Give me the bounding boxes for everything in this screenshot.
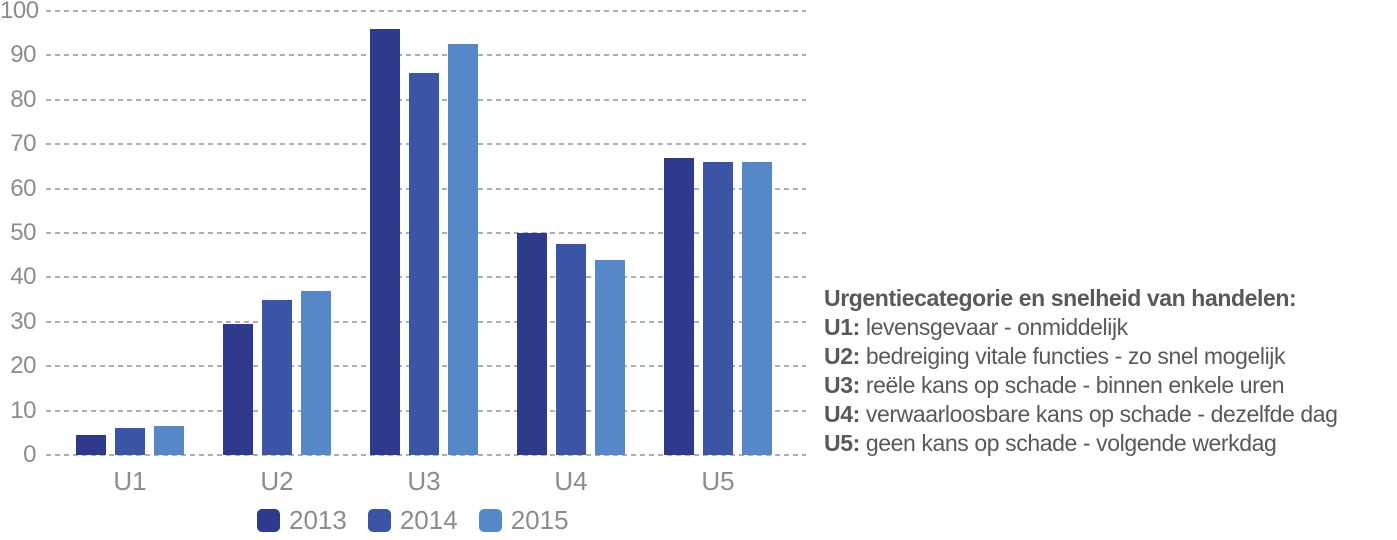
- gridline-0: [46, 454, 806, 456]
- annotation-text: reële kans op schade - binnen enkele ure…: [865, 372, 1285, 398]
- y-tick-80: 80: [10, 85, 36, 113]
- bar-2015-U5: [742, 161, 772, 455]
- annotation-prefix: U4:: [824, 401, 866, 427]
- annotation-line-u1: U1: levensgevaar - onmiddelijk: [824, 313, 1397, 342]
- bar-2013-U1: [76, 435, 106, 455]
- y-tick-10: 10: [10, 396, 36, 424]
- legend-swatch-2015: [478, 509, 502, 532]
- bar-2013-U4: [517, 233, 547, 455]
- annotation-panel: Urgentiecategorie en snelheid van handel…: [824, 284, 1397, 458]
- annotation-text: geen kans op schade - volgende werkdag: [865, 430, 1277, 456]
- legend-label-2013: 2013: [289, 505, 347, 535]
- annotation-text: bedreiging vitale functies - zo snel mog…: [865, 343, 1286, 369]
- y-tick-0: 0: [23, 441, 36, 468]
- bar-2015-U1: [154, 426, 184, 455]
- y-tick-30: 30: [10, 307, 36, 335]
- legend-item-2015: 2015: [478, 505, 569, 536]
- bar-2014-U1: [115, 428, 145, 455]
- bar-2013-U3: [370, 28, 400, 455]
- y-tick-40: 40: [10, 263, 36, 291]
- annotation-text: levensgevaar - onmiddelijk: [865, 314, 1128, 340]
- legend-item-2014: 2014: [367, 505, 458, 536]
- gridline-100: [46, 10, 806, 12]
- x-tick-U4: U4: [554, 466, 588, 496]
- y-tick-100: 100: [0, 0, 39, 24]
- x-tick-U2: U2: [260, 466, 294, 496]
- bar-2013-U5: [664, 157, 694, 455]
- annotation-prefix: U5:: [824, 430, 866, 456]
- x-tick-U5: U5: [701, 466, 735, 496]
- annotation-title: Urgentiecategorie en snelheid van handel…: [824, 285, 1297, 311]
- annotation-line-u4: U4: verwaarloosbare kans op schade - dez…: [824, 400, 1397, 429]
- legend: 2013 2014 2015: [257, 505, 569, 536]
- plot-area: 0 10 20 30 40 50 60 70 80 90 100 U1 U2 U3 U4 U5: [0, 0, 806, 496]
- annotation-prefix: U1:: [824, 314, 866, 340]
- bar-2015-U4: [595, 259, 625, 455]
- legend-swatch-2013: [257, 509, 280, 532]
- annotation-line-u3: U3: reële kans op schade - binnen enkele…: [824, 371, 1397, 400]
- gridline-90: [46, 54, 806, 57]
- bar-2014-U5: [703, 161, 733, 455]
- annotation-text: verwaarloosbare kans op schade - dezelfd…: [865, 401, 1338, 427]
- bar-2013-U2: [223, 324, 253, 455]
- bar-2015-U3: [448, 44, 478, 455]
- annotation-line-u5: U5: geen kans op schade - volgende werkd…: [824, 429, 1397, 458]
- y-tick-60: 60: [10, 174, 36, 202]
- bar-2014-U2: [262, 299, 292, 455]
- annotation-prefix: U3:: [824, 372, 866, 398]
- legend-swatch-2014: [367, 509, 391, 532]
- bar-2014-U4: [556, 244, 586, 455]
- legend-label-2015: 2015: [510, 505, 569, 535]
- y-tick-70: 70: [10, 130, 36, 158]
- legend-item-2013: 2013: [257, 505, 347, 536]
- x-tick-U3: U3: [407, 466, 441, 496]
- annotation-prefix: U2:: [824, 343, 866, 369]
- bar-2014-U3: [409, 73, 439, 455]
- y-tick-90: 90: [10, 41, 36, 69]
- annotation-lines: U1: levensgevaar - onmiddelijk U2: bedrei…: [824, 313, 1397, 458]
- annotation-line-u2: U2: bedreiging vitale functies - zo snel…: [824, 342, 1397, 371]
- legend-label-2014: 2014: [399, 505, 458, 535]
- y-tick-50: 50: [10, 219, 36, 246]
- y-tick-20: 20: [10, 352, 36, 380]
- bar-2015-U2: [301, 290, 331, 455]
- x-tick-U1: U1: [113, 466, 147, 496]
